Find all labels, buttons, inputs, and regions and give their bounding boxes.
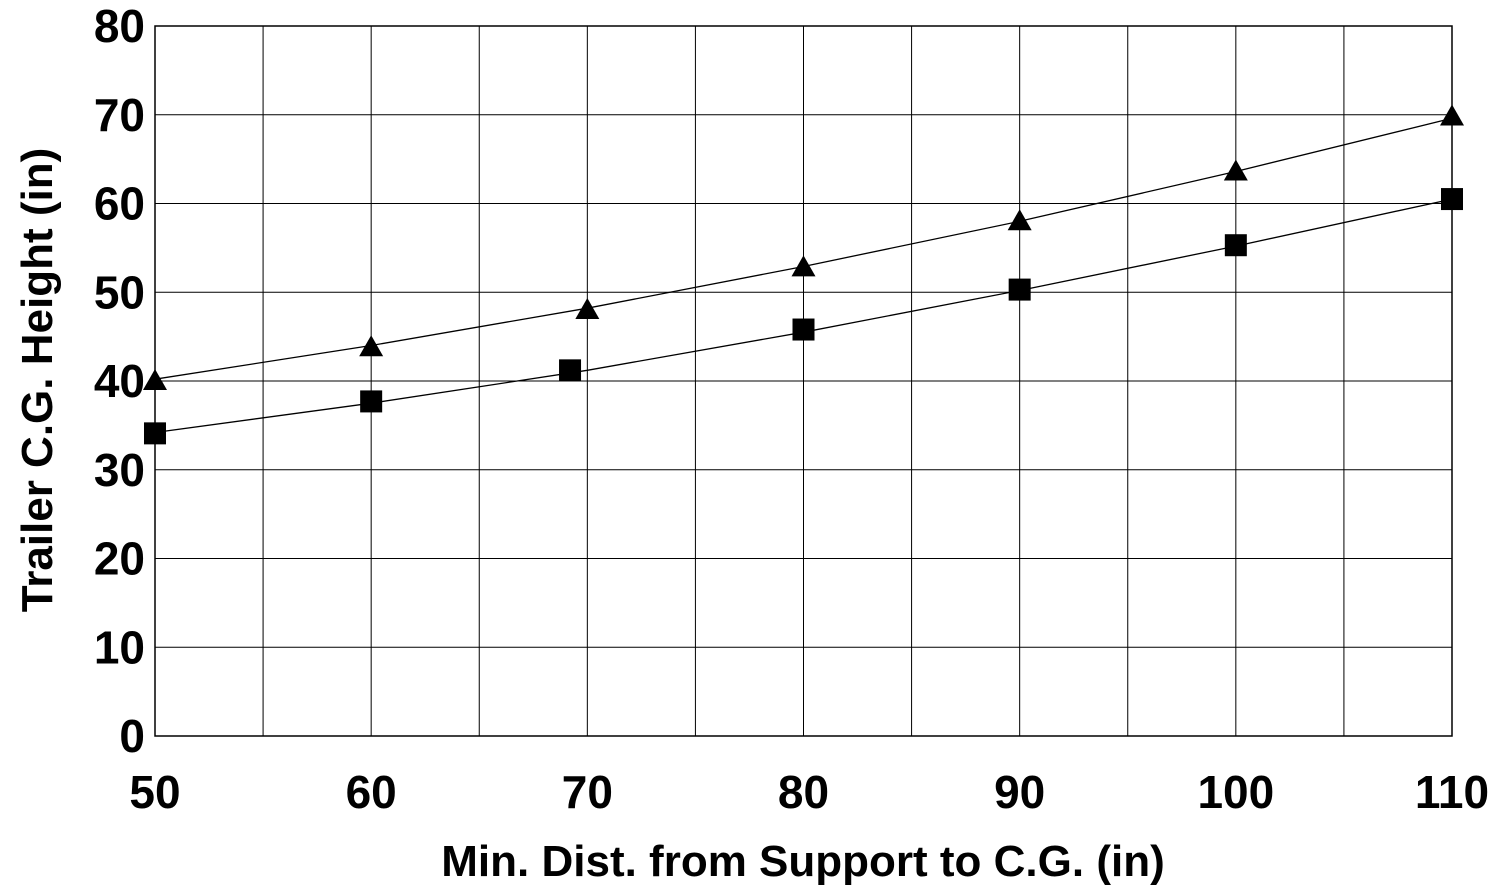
square-point (144, 422, 166, 445)
square-point (559, 359, 582, 382)
square-point (1441, 188, 1463, 211)
y-tick-label: 30 (94, 444, 145, 496)
x-tick-label: 80 (778, 766, 829, 818)
square-point (792, 318, 815, 341)
square-point (1008, 278, 1031, 301)
triangle-point (575, 298, 600, 319)
triangle-point (1007, 209, 1032, 231)
y-tick-label: 80 (94, 0, 145, 52)
x-tick-label: 70 (562, 766, 613, 818)
tick-labels: 50 60 70 80 90 100 110 0 10 20 30 40 50 60 70 80 (94, 0, 1489, 818)
y-tick-label: 50 (94, 266, 145, 318)
triangle-point (791, 255, 816, 277)
x-axis-title: Min. Dist. from Support to C.G. (in) (441, 837, 1164, 886)
square-point (360, 390, 383, 413)
x-tick-label: 100 (1197, 766, 1274, 818)
y-tick-label: 10 (94, 621, 145, 673)
y-tick-label: 70 (94, 89, 145, 141)
y-tick-label: 20 (94, 533, 145, 585)
grid (154, 25, 1453, 737)
series-group (143, 104, 1464, 445)
triangle-point (143, 369, 167, 390)
y-tick-label: 40 (94, 355, 145, 407)
triangle-point (359, 335, 384, 357)
triangle-point (1223, 159, 1248, 181)
y-tick-label: 0 (119, 710, 145, 762)
triangle-point (1440, 104, 1464, 126)
square-point (1224, 234, 1247, 257)
x-tick-label: 50 (129, 766, 180, 818)
x-tick-label: 110 (1415, 766, 1489, 818)
x-tick-label: 60 (346, 766, 397, 818)
x-tick-label: 90 (994, 766, 1045, 818)
y-axis-title: Trailer C.G. Height (in) (13, 148, 62, 613)
y-tick-label: 60 (94, 178, 145, 230)
